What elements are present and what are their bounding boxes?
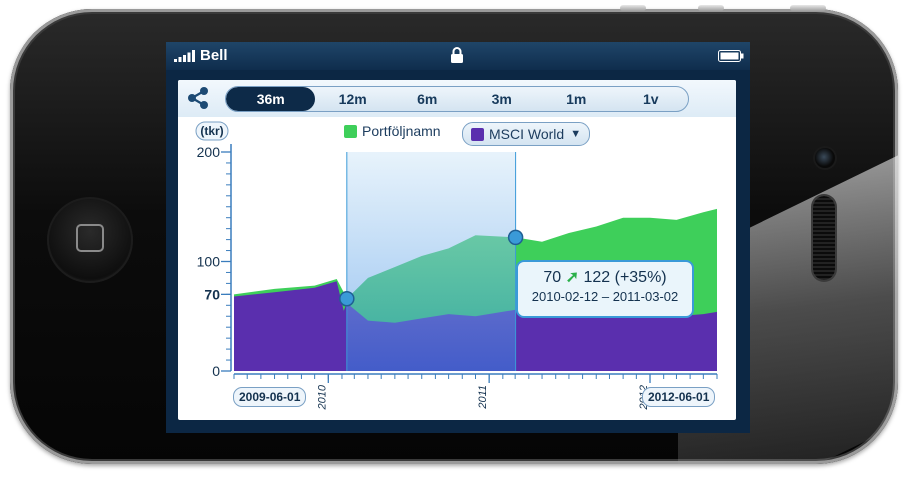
y-tick-label: 0 <box>212 363 220 379</box>
selection-tooltip: 70 ➚ 122 (+35%) 2010-02-12 – 2011-03-02 <box>516 260 694 318</box>
y-unit-pill <box>195 121 229 141</box>
selection-band <box>346 152 516 371</box>
camera-icon <box>815 148 835 168</box>
legend-portfolio[interactable]: Portföljnamn <box>344 123 441 139</box>
selection-end-handle[interactable] <box>507 229 524 246</box>
lock-icon <box>451 47 463 63</box>
chevron-down-icon: ▼ <box>570 128 582 140</box>
y-tick-label: 200 <box>197 144 221 160</box>
battery-icon <box>718 50 744 62</box>
y-tick-label: 100 <box>197 254 221 270</box>
tooltip-values: 70 ➚ 122 (+35%) <box>518 267 692 287</box>
status-bar: Bell <box>166 42 750 70</box>
benchmark-label: MSCI World <box>489 126 565 142</box>
toolbar: 36m 12m 6m 3m 1m 1v <box>178 80 736 117</box>
speaker-grille <box>813 196 835 280</box>
volume-up-button <box>620 5 646 11</box>
portfolio-swatch <box>344 124 357 138</box>
up-arrow-icon: ➚ <box>565 269 580 286</box>
home-button[interactable] <box>47 197 133 283</box>
signal-bars-icon <box>174 50 195 62</box>
y-axis-label: (tkr) <box>200 124 223 138</box>
carrier-name: Bell <box>200 47 228 64</box>
range-tabs: 36m 12m 6m 3m 1m 1v <box>225 86 689 112</box>
volume-down-button <box>698 5 724 11</box>
chart-legend: Portföljnamn MSCI World ▼ <box>178 122 736 146</box>
benchmark-dropdown[interactable]: MSCI World ▼ <box>462 122 591 146</box>
y-tick-label: 70 <box>204 286 220 302</box>
start-date-badge[interactable]: 2009-06-01 <box>233 387 307 407</box>
x-tick-label: 2011 <box>477 385 489 410</box>
selection-start-handle[interactable] <box>339 290 355 307</box>
portfolio-label: Portföljnamn <box>362 123 441 139</box>
tab-6m[interactable]: 6m <box>417 91 438 107</box>
share-icon[interactable] <box>186 86 210 110</box>
tooltip-date-range: 2010-02-12 – 2011-03-02 <box>531 289 679 304</box>
x-tick-label: 2010 <box>316 384 328 410</box>
end-date-badge[interactable]: 2012-06-01 <box>642 387 716 407</box>
tab-12m[interactable]: 12m <box>338 91 367 107</box>
tab-3m[interactable]: 3m <box>491 91 512 107</box>
tab-1m[interactable]: 1m <box>566 91 587 107</box>
power-button <box>790 5 826 11</box>
home-square-icon <box>76 224 104 252</box>
tooltip-start-value: 70 <box>543 269 562 286</box>
tab-36m[interactable]: 36m <box>226 87 316 111</box>
tooltip-end-value: 122 (+35%) <box>583 269 667 286</box>
benchmark-swatch <box>471 127 484 141</box>
tab-1v[interactable]: 1v <box>642 91 659 107</box>
